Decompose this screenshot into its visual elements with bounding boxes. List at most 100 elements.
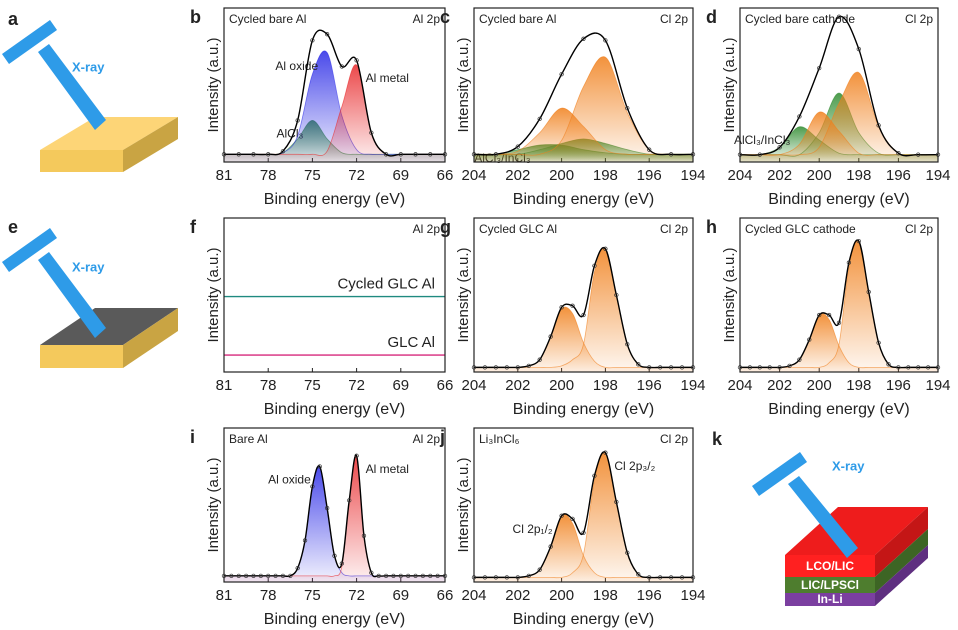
beam-stem <box>788 476 858 558</box>
data-point <box>916 152 921 157</box>
component-area <box>474 248 693 372</box>
x-tick-label: 72 <box>348 377 365 394</box>
panel: j Li₃InCl₆ Cl 2p Binding energy (eV) Intensi… <box>439 427 706 628</box>
data-point <box>636 572 641 577</box>
data-point <box>493 152 499 157</box>
data-point <box>310 38 315 43</box>
data-point <box>679 575 685 580</box>
data-point <box>354 453 359 458</box>
data-point <box>817 312 822 318</box>
data-point <box>826 312 832 318</box>
plot-frame <box>223 217 446 373</box>
series-label: AlCl₃/InCl₃ <box>734 133 791 147</box>
x-tick-label: 66 <box>437 377 454 394</box>
plot-frame <box>739 217 939 373</box>
data-point <box>361 533 367 538</box>
data-point <box>856 46 861 52</box>
envelope-line <box>473 32 694 156</box>
x-tick-label: 81 <box>216 587 233 604</box>
data-point <box>354 58 359 63</box>
series-label: GLC Al <box>387 334 435 351</box>
x-tick-label: 196 <box>637 377 662 394</box>
x-tick-label: 198 <box>593 587 618 604</box>
x-tick-label: 81 <box>216 377 233 394</box>
panel-letter: f <box>190 217 197 237</box>
component-area <box>224 64 445 162</box>
panel-letter: k <box>712 429 723 449</box>
data-point <box>317 464 322 469</box>
panel-title: Cycled bare Al <box>229 12 306 26</box>
data-point <box>836 14 842 19</box>
data-point <box>266 573 271 578</box>
data-point <box>504 575 510 580</box>
data-point <box>493 365 499 370</box>
data-point <box>757 365 762 370</box>
slab-side <box>123 117 178 172</box>
data-point <box>777 365 782 370</box>
x-tick-label: 204 <box>461 587 486 604</box>
data-point <box>886 362 891 367</box>
data-point <box>603 38 608 43</box>
data-point <box>559 305 564 310</box>
slab-side <box>123 308 178 368</box>
panel-letter: e <box>8 217 18 237</box>
data-point <box>636 362 641 367</box>
data-point <box>493 575 499 580</box>
data-point <box>856 238 861 244</box>
data-point <box>836 320 842 325</box>
panel-label: Cl 2p <box>660 222 688 236</box>
data-point <box>280 573 286 578</box>
x-tick-label: 198 <box>593 167 618 184</box>
x-tick-label: 75 <box>304 377 321 394</box>
data-point <box>603 246 608 251</box>
x-tick-label: 69 <box>392 377 409 394</box>
data-point <box>581 312 586 318</box>
component-area <box>474 452 693 582</box>
data-point <box>420 573 426 578</box>
component-area <box>224 50 445 162</box>
x-tick-label: 72 <box>348 167 365 184</box>
y-axis-title: Intensity (a.u.) <box>455 37 472 132</box>
x-tick-label: 69 <box>392 587 409 604</box>
data-point <box>614 292 619 298</box>
data-point <box>295 118 300 123</box>
panel-label: Cl 2p <box>660 432 688 446</box>
x-tick-label: 204 <box>727 167 752 184</box>
data-point <box>428 573 433 578</box>
x-tick-label: 196 <box>637 587 662 604</box>
x-tick-label: 200 <box>807 167 832 184</box>
data-point <box>846 260 852 265</box>
side-lco <box>875 507 928 577</box>
x-tick-label: 194 <box>680 167 705 184</box>
data-point <box>280 149 286 154</box>
data-point <box>369 570 374 575</box>
plot-frame <box>223 427 446 583</box>
series-label: Cl 2p₁/₂ <box>513 522 553 536</box>
envelope-line <box>474 246 693 369</box>
data-point <box>406 573 411 578</box>
data-point <box>817 65 822 71</box>
x-tick-label: 69 <box>392 167 409 184</box>
data-point <box>482 365 488 370</box>
data-point <box>413 152 418 157</box>
schematic-k: k X-ray LCO/LIC LIC/LPSCl In-Li <box>712 429 928 606</box>
panel-label: Cl 2p <box>905 222 933 236</box>
panel: h Cycled GLC cathode Cl 2p Binding energy (… <box>706 217 951 418</box>
panel-letter: j <box>439 427 445 447</box>
y-axis-title: Intensity (a.u.) <box>205 37 222 132</box>
data-point <box>896 365 901 370</box>
x-tick-label: 72 <box>348 587 365 604</box>
data-point <box>614 499 619 505</box>
data-point <box>925 365 931 370</box>
data-point <box>482 575 488 580</box>
slab-top <box>40 308 178 345</box>
data-point <box>391 573 396 578</box>
panel-letter: a <box>8 9 19 29</box>
data-point <box>767 365 772 370</box>
data-point <box>251 573 256 578</box>
data-point <box>625 342 630 347</box>
data-point <box>777 145 782 150</box>
data-point <box>376 573 381 578</box>
data-point <box>896 151 901 156</box>
data-point <box>251 152 256 157</box>
